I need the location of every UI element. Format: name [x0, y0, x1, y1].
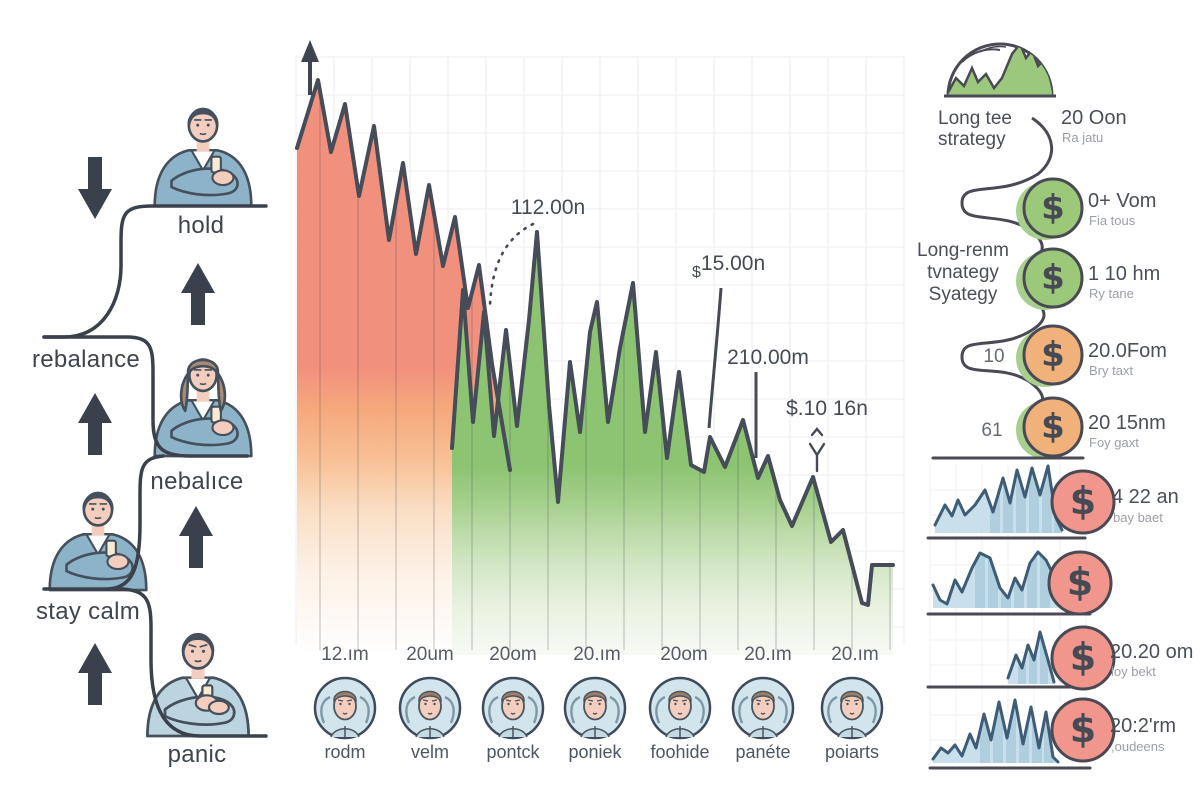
dashed-callout-arc: [488, 222, 535, 307]
behavior-flow-art: [42, 107, 268, 738]
arrow-up-icon: [181, 263, 215, 325]
green-recovery-area: [452, 232, 893, 655]
sidebar-art: [926, 42, 1116, 770]
callout-y-arrow: [808, 427, 826, 473]
sparkline-2: [931, 550, 1060, 608]
worried-face-icon: [563, 676, 627, 740]
green-line: [450, 230, 895, 607]
coin-dollar-icon: [1014, 247, 1084, 312]
coin-dollar-icon: [1014, 396, 1084, 461]
worried-face-icon: [313, 676, 377, 740]
sidebar-divider-rules: [926, 456, 1097, 770]
y-axis-arrow-icon: [301, 40, 319, 95]
worried-face-icon: [398, 676, 462, 740]
sparkline-1: [933, 464, 1064, 533]
arrow-down-icon: [78, 157, 112, 219]
dome-chart-icon: [944, 42, 1056, 98]
arrow-up-icon: [179, 506, 213, 568]
arrow-up-icon: [78, 643, 112, 705]
red-line: [295, 78, 512, 472]
callout-arrow-15: [707, 287, 723, 429]
coin-dollar-icon: [1047, 550, 1113, 616]
investor-rebalance-illustration: [153, 358, 253, 458]
coin-dollar-icon: [1050, 469, 1116, 535]
worried-face-icon: [731, 676, 795, 740]
investor-panic-illustration: [146, 632, 250, 738]
sparkline-3: [1006, 630, 1056, 684]
arrow-up-icon: [78, 393, 112, 455]
worried-face-icon: [820, 676, 884, 740]
worried-face-icon: [648, 676, 712, 740]
coin-dollar-icon: [1014, 177, 1084, 242]
worried-face-icon: [481, 676, 545, 740]
market-mountain-chart: [295, 40, 895, 655]
coin-dollar-icon: [1050, 625, 1116, 691]
flow-connector-lines: [42, 204, 268, 738]
sparkline-4: [931, 698, 1060, 764]
coin-dollar-icon: [1050, 697, 1116, 763]
face-icon-row: [313, 676, 884, 740]
investor-hold-illustration: [153, 107, 253, 208]
